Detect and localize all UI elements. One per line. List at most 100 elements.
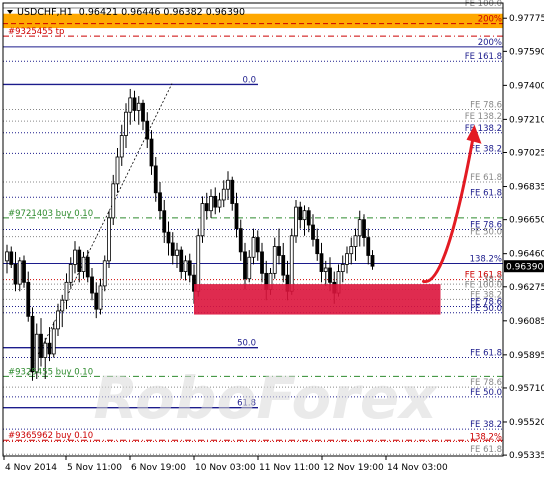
candle-body xyxy=(68,264,73,283)
x-tick-label: 11 Nov 11:00 xyxy=(259,463,320,473)
level-label: FE 78.6 xyxy=(470,378,502,388)
y-tick-label: 0.97775 xyxy=(509,14,544,24)
candle-body xyxy=(166,231,171,244)
candle-body xyxy=(179,249,184,272)
level-label: FE 100.0 xyxy=(465,0,502,9)
candle-body xyxy=(306,210,311,226)
level-label: FE 61.8 xyxy=(470,349,502,359)
y-tick-label: 0.95335 xyxy=(509,451,544,461)
candle-body xyxy=(260,251,264,274)
level-label: FE 38.2 xyxy=(470,144,502,154)
candle-body xyxy=(136,102,141,111)
y-tick-label: 0.96085 xyxy=(509,317,544,327)
level-label: FE 161.8 xyxy=(465,52,502,62)
x-tick-label: 12 Nov 19:00 xyxy=(323,463,384,473)
dropdown-triangle-icon[interactable] xyxy=(7,10,13,14)
symbol-ohlc-text: USDCHF,H1 0.96421 0.96446 0.96382 0.9639… xyxy=(17,7,245,18)
candle-body xyxy=(145,120,150,140)
y-tick-label: 0.95710 xyxy=(509,384,544,394)
candle-body xyxy=(328,267,332,283)
candle-body xyxy=(196,235,201,292)
svg-text:0.96390: 0.96390 xyxy=(506,263,543,273)
y-tick-label: 0.97400 xyxy=(509,81,544,91)
level-label: FE 100.0 xyxy=(465,280,502,290)
level-label: 50.0 xyxy=(237,339,256,349)
y-tick-label: 0.97025 xyxy=(509,149,544,159)
level-label: 200% xyxy=(478,15,502,25)
candle-body xyxy=(353,235,358,247)
level-label: #9721403 buy 0.10 xyxy=(8,209,93,219)
price-axis: 0.97775 0.97590 0.97400 0.97210 0.97025 0.968… xyxy=(503,14,544,461)
candle-body xyxy=(77,249,82,272)
level-label: FE 38.2 xyxy=(470,290,502,300)
candle-body xyxy=(298,206,303,221)
level-label: 38.2 xyxy=(483,275,502,285)
candle-body xyxy=(294,206,298,237)
y-tick-label: 0.96650 xyxy=(509,216,544,226)
current-price-label: 0.96390 xyxy=(504,260,544,273)
forecast-arrow-icon xyxy=(422,124,482,283)
candle-body xyxy=(230,179,235,204)
candle-body xyxy=(247,256,252,280)
candle-body xyxy=(90,276,94,294)
candle-body xyxy=(221,188,226,201)
candle-body xyxy=(357,219,362,237)
candle-body xyxy=(107,217,111,262)
level-label: FE 61.8 xyxy=(470,188,502,198)
candle-body xyxy=(102,260,107,287)
y-tick-label: 0.96460 xyxy=(509,250,544,260)
level-label: FE 161.8 xyxy=(465,271,502,281)
y-tick-label: 0.96275 xyxy=(509,283,544,293)
candle-body xyxy=(183,260,188,272)
candle-body xyxy=(5,251,9,262)
candle-body xyxy=(153,165,158,194)
x-tick-label: 4 Nov 2014 xyxy=(5,463,57,473)
level-label: FE 50.0 xyxy=(470,388,502,398)
level-label: FE 78.6 xyxy=(470,101,502,111)
level-label: #9365962 buy 0.10 xyxy=(8,431,93,441)
candle-body xyxy=(81,256,86,272)
level-label: #9325455 tp xyxy=(8,27,64,37)
level-label: FE 50.0 xyxy=(470,304,502,314)
candle-body xyxy=(9,251,14,265)
level-label: 138.2% xyxy=(470,255,502,265)
candle-body xyxy=(170,242,175,256)
candle-body xyxy=(98,285,103,310)
symbol-header: USDCHF,H1 0.96421 0.96446 0.96382 0.9639… xyxy=(7,7,245,18)
candle-body xyxy=(234,203,239,230)
candle-body xyxy=(366,237,371,256)
candle-body xyxy=(217,199,222,208)
level-label: FE 78.6 xyxy=(470,297,502,307)
candle-body xyxy=(204,203,209,212)
candle-body xyxy=(34,333,39,373)
candle-body xyxy=(289,235,294,292)
level-label: 138.2% xyxy=(470,432,502,442)
y-tick-label: 0.97590 xyxy=(509,47,544,57)
candle-body xyxy=(370,255,375,267)
candle-body xyxy=(64,281,69,301)
x-tick-label: 10 Nov 03:00 xyxy=(195,463,256,473)
candle-body xyxy=(158,192,162,212)
candle-body xyxy=(349,246,354,255)
time-axis: 4 Nov 2014 5 Nov 11:00 6 Nov 19:00 10 Nov 0… xyxy=(3,456,448,473)
candle-body xyxy=(39,333,43,358)
candle-body xyxy=(175,249,179,256)
candle-body xyxy=(200,203,205,237)
level-label: FE 38.2 xyxy=(470,420,502,430)
target-zone xyxy=(194,284,441,315)
candle-body xyxy=(17,260,22,285)
candle-body xyxy=(323,267,328,272)
candle-body xyxy=(315,238,320,255)
candle-body xyxy=(85,256,90,278)
candle-body xyxy=(251,237,256,258)
level-label: 61.8 xyxy=(237,399,256,409)
level-label: #9325455 buy 0.10 xyxy=(8,367,93,377)
candle-body xyxy=(56,310,60,330)
candle-body xyxy=(94,292,99,310)
level-label: 200% xyxy=(478,38,502,48)
candle-body xyxy=(22,260,26,283)
candle-body xyxy=(111,183,116,219)
candle-body xyxy=(302,210,307,221)
